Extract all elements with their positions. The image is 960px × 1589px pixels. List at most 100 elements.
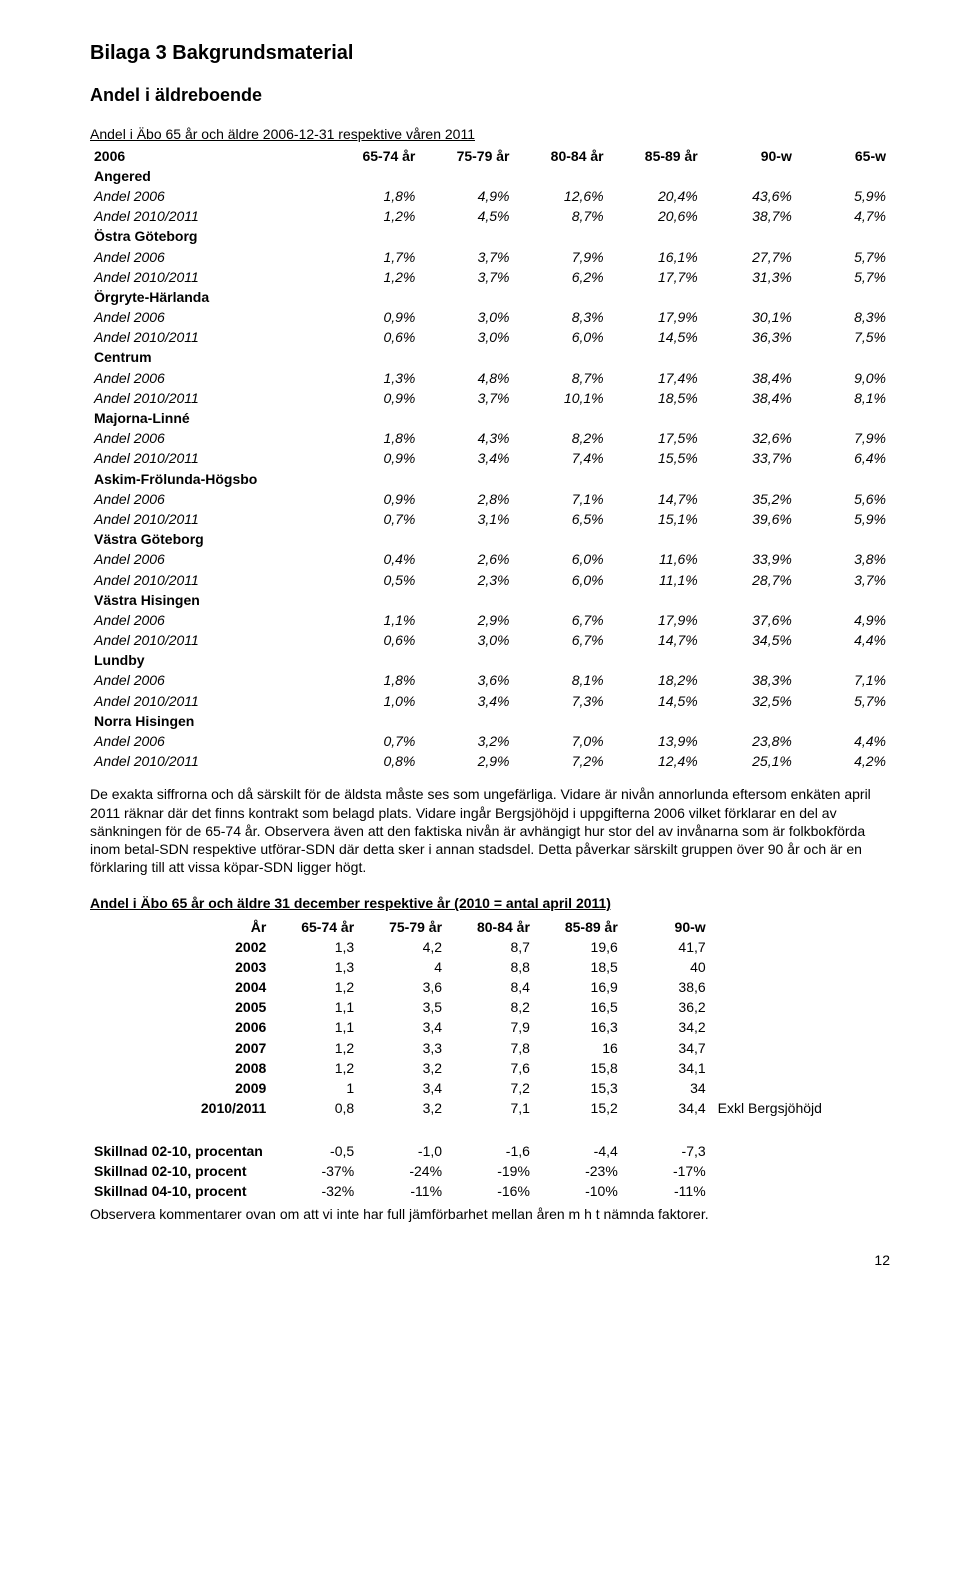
- table1-cell: 7,1%: [514, 489, 608, 509]
- table1-cell: 8,3%: [796, 307, 890, 327]
- table2-cell: -7,3: [622, 1141, 710, 1161]
- table1-row-label: Andel 2010/2011: [90, 388, 325, 408]
- table1-cell: 17,9%: [608, 307, 702, 327]
- table1-row-label: Andel 2006: [90, 307, 325, 327]
- table2-cell: 15,8: [534, 1058, 622, 1078]
- table1-cell: 34,5%: [702, 630, 796, 650]
- table1-cell: 4,5%: [419, 206, 513, 226]
- table1-cell: 3,6%: [419, 670, 513, 690]
- table1-section-label: Askim-Frölunda-Högsbo: [90, 469, 890, 489]
- table1-cell: 3,7%: [419, 247, 513, 267]
- table2-col-header: 90-w: [622, 917, 710, 937]
- table1-col-header: 75-79 år: [419, 146, 513, 166]
- table2-cell: 16: [534, 1038, 622, 1058]
- table1-row-label: Andel 2010/2011: [90, 206, 325, 226]
- table2-cell: 7,2: [446, 1078, 534, 1098]
- table2-cell: 7,6: [446, 1058, 534, 1078]
- table1-cell: 0,6%: [325, 327, 419, 347]
- table-row: 20031,348,818,540: [90, 957, 890, 977]
- table1-cell: 0,9%: [325, 448, 419, 468]
- table1-cell: 1,2%: [325, 206, 419, 226]
- table1-cell: 6,7%: [514, 610, 608, 630]
- table1-cell: 36,3%: [702, 327, 796, 347]
- table2-cell: -23%: [534, 1161, 622, 1181]
- table2-col-header: 85-89 år: [534, 917, 622, 937]
- table2-year: 2004: [90, 977, 270, 997]
- table-row: Andel 2010/20110,6%3,0%6,0%14,5%36,3%7,5…: [90, 327, 890, 347]
- table2-cell: -19%: [446, 1161, 534, 1181]
- table1-cell: 3,4%: [419, 448, 513, 468]
- table2-cell: 8,8: [446, 957, 534, 977]
- table1-cell: 12,4%: [608, 751, 702, 771]
- table1-cell: 38,4%: [702, 388, 796, 408]
- table-row: Andel 20061,1%2,9%6,7%17,9%37,6%4,9%: [90, 610, 890, 630]
- table-row: Andel 20061,7%3,7%7,9%16,1%27,7%5,7%: [90, 247, 890, 267]
- table2-cell: 1,2: [270, 1038, 358, 1058]
- table-row: 20021,34,28,719,641,7: [90, 937, 890, 957]
- table2: År65-74 år75-79 år80-84 år85-89 år90-w 2…: [90, 917, 890, 1202]
- table-row: 20081,23,27,615,834,1: [90, 1058, 890, 1078]
- table2-cell: 36,2: [622, 997, 710, 1017]
- table2-note: [710, 977, 890, 997]
- table1-cell: 31,3%: [702, 267, 796, 287]
- table1-section-label: Centrum: [90, 347, 890, 367]
- table2-cell: -11%: [358, 1181, 446, 1201]
- table2-diff-label: Skillnad 02-10, procent: [90, 1161, 270, 1181]
- table1-cell: 0,8%: [325, 751, 419, 771]
- table1-cell: 8,2%: [514, 428, 608, 448]
- table2-caption: Andel i Äbo 65 år och äldre 31 december …: [90, 894, 890, 912]
- table1-cell: 14,5%: [608, 327, 702, 347]
- table2-col-header: 80-84 år: [446, 917, 534, 937]
- table1-cell: 5,7%: [796, 691, 890, 711]
- table1-cell: 6,4%: [796, 448, 890, 468]
- table1-cell: 4,4%: [796, 731, 890, 751]
- table1-cell: 1,8%: [325, 186, 419, 206]
- table1-cell: 33,9%: [702, 549, 796, 569]
- paragraph1: De exakta siffrorna och då särskilt för …: [90, 785, 890, 876]
- table2-year: 2006: [90, 1017, 270, 1037]
- table2-cell: 19,6: [534, 937, 622, 957]
- table1-cell: 6,0%: [514, 549, 608, 569]
- table-row: Andel 20060,9%2,8%7,1%14,7%35,2%5,6%: [90, 489, 890, 509]
- table1-cell: 15,1%: [608, 509, 702, 529]
- table1-cell: 6,2%: [514, 267, 608, 287]
- table1-cell: 3,8%: [796, 549, 890, 569]
- table1-cell: 1,0%: [325, 691, 419, 711]
- table2-cell: 4: [358, 957, 446, 977]
- table2-diff-label: Skillnad 04-10, procent: [90, 1181, 270, 1201]
- table-row: Skillnad 02-10, procent-37%-24%-19%-23%-…: [90, 1161, 890, 1181]
- table1-cell: 0,9%: [325, 388, 419, 408]
- table1-cell: 0,5%: [325, 570, 419, 590]
- table2-cell: 7,8: [446, 1038, 534, 1058]
- table2-cell: 1: [270, 1078, 358, 1098]
- table1-row-label: Andel 2010/2011: [90, 327, 325, 347]
- table1-cell: 7,9%: [514, 247, 608, 267]
- table2-cell: 7,9: [446, 1017, 534, 1037]
- table1-cell: 8,7%: [514, 368, 608, 388]
- table2-note: [710, 1058, 890, 1078]
- table1-cell: 5,7%: [796, 247, 890, 267]
- table1-cell: 4,2%: [796, 751, 890, 771]
- table1-row-label: Andel 2010/2011: [90, 751, 325, 771]
- table2-cell: 1,1: [270, 1017, 358, 1037]
- table2-cell: 3,4: [358, 1078, 446, 1098]
- table1-cell: 12,6%: [514, 186, 608, 206]
- table2-cell: 15,2: [534, 1098, 622, 1118]
- table1-row-label: Andel 2006: [90, 610, 325, 630]
- table1-cell: 33,7%: [702, 448, 796, 468]
- table1-row-label: Andel 2006: [90, 489, 325, 509]
- table1-row-label: Andel 2010/2011: [90, 267, 325, 287]
- table-row: Skillnad 02-10, procentan-0,5-1,0-1,6-4,…: [90, 1141, 890, 1161]
- table1-cell: 39,6%: [702, 509, 796, 529]
- table-row: Andel 2010/20110,9%3,4%7,4%15,5%33,7%6,4…: [90, 448, 890, 468]
- table2-year: 2003: [90, 957, 270, 977]
- table1-cell: 2,8%: [419, 489, 513, 509]
- table1-cell: 38,7%: [702, 206, 796, 226]
- table2-cell: 34,7: [622, 1038, 710, 1058]
- table1-cell: 5,9%: [796, 509, 890, 529]
- table-row: Andel 2010/20110,9%3,7%10,1%18,5%38,4%8,…: [90, 388, 890, 408]
- table-row: Andel 20060,7%3,2%7,0%13,9%23,8%4,4%: [90, 731, 890, 751]
- table1-cell: 17,7%: [608, 267, 702, 287]
- table2-cell: 1,3: [270, 937, 358, 957]
- table1-row-label: Andel 2010/2011: [90, 691, 325, 711]
